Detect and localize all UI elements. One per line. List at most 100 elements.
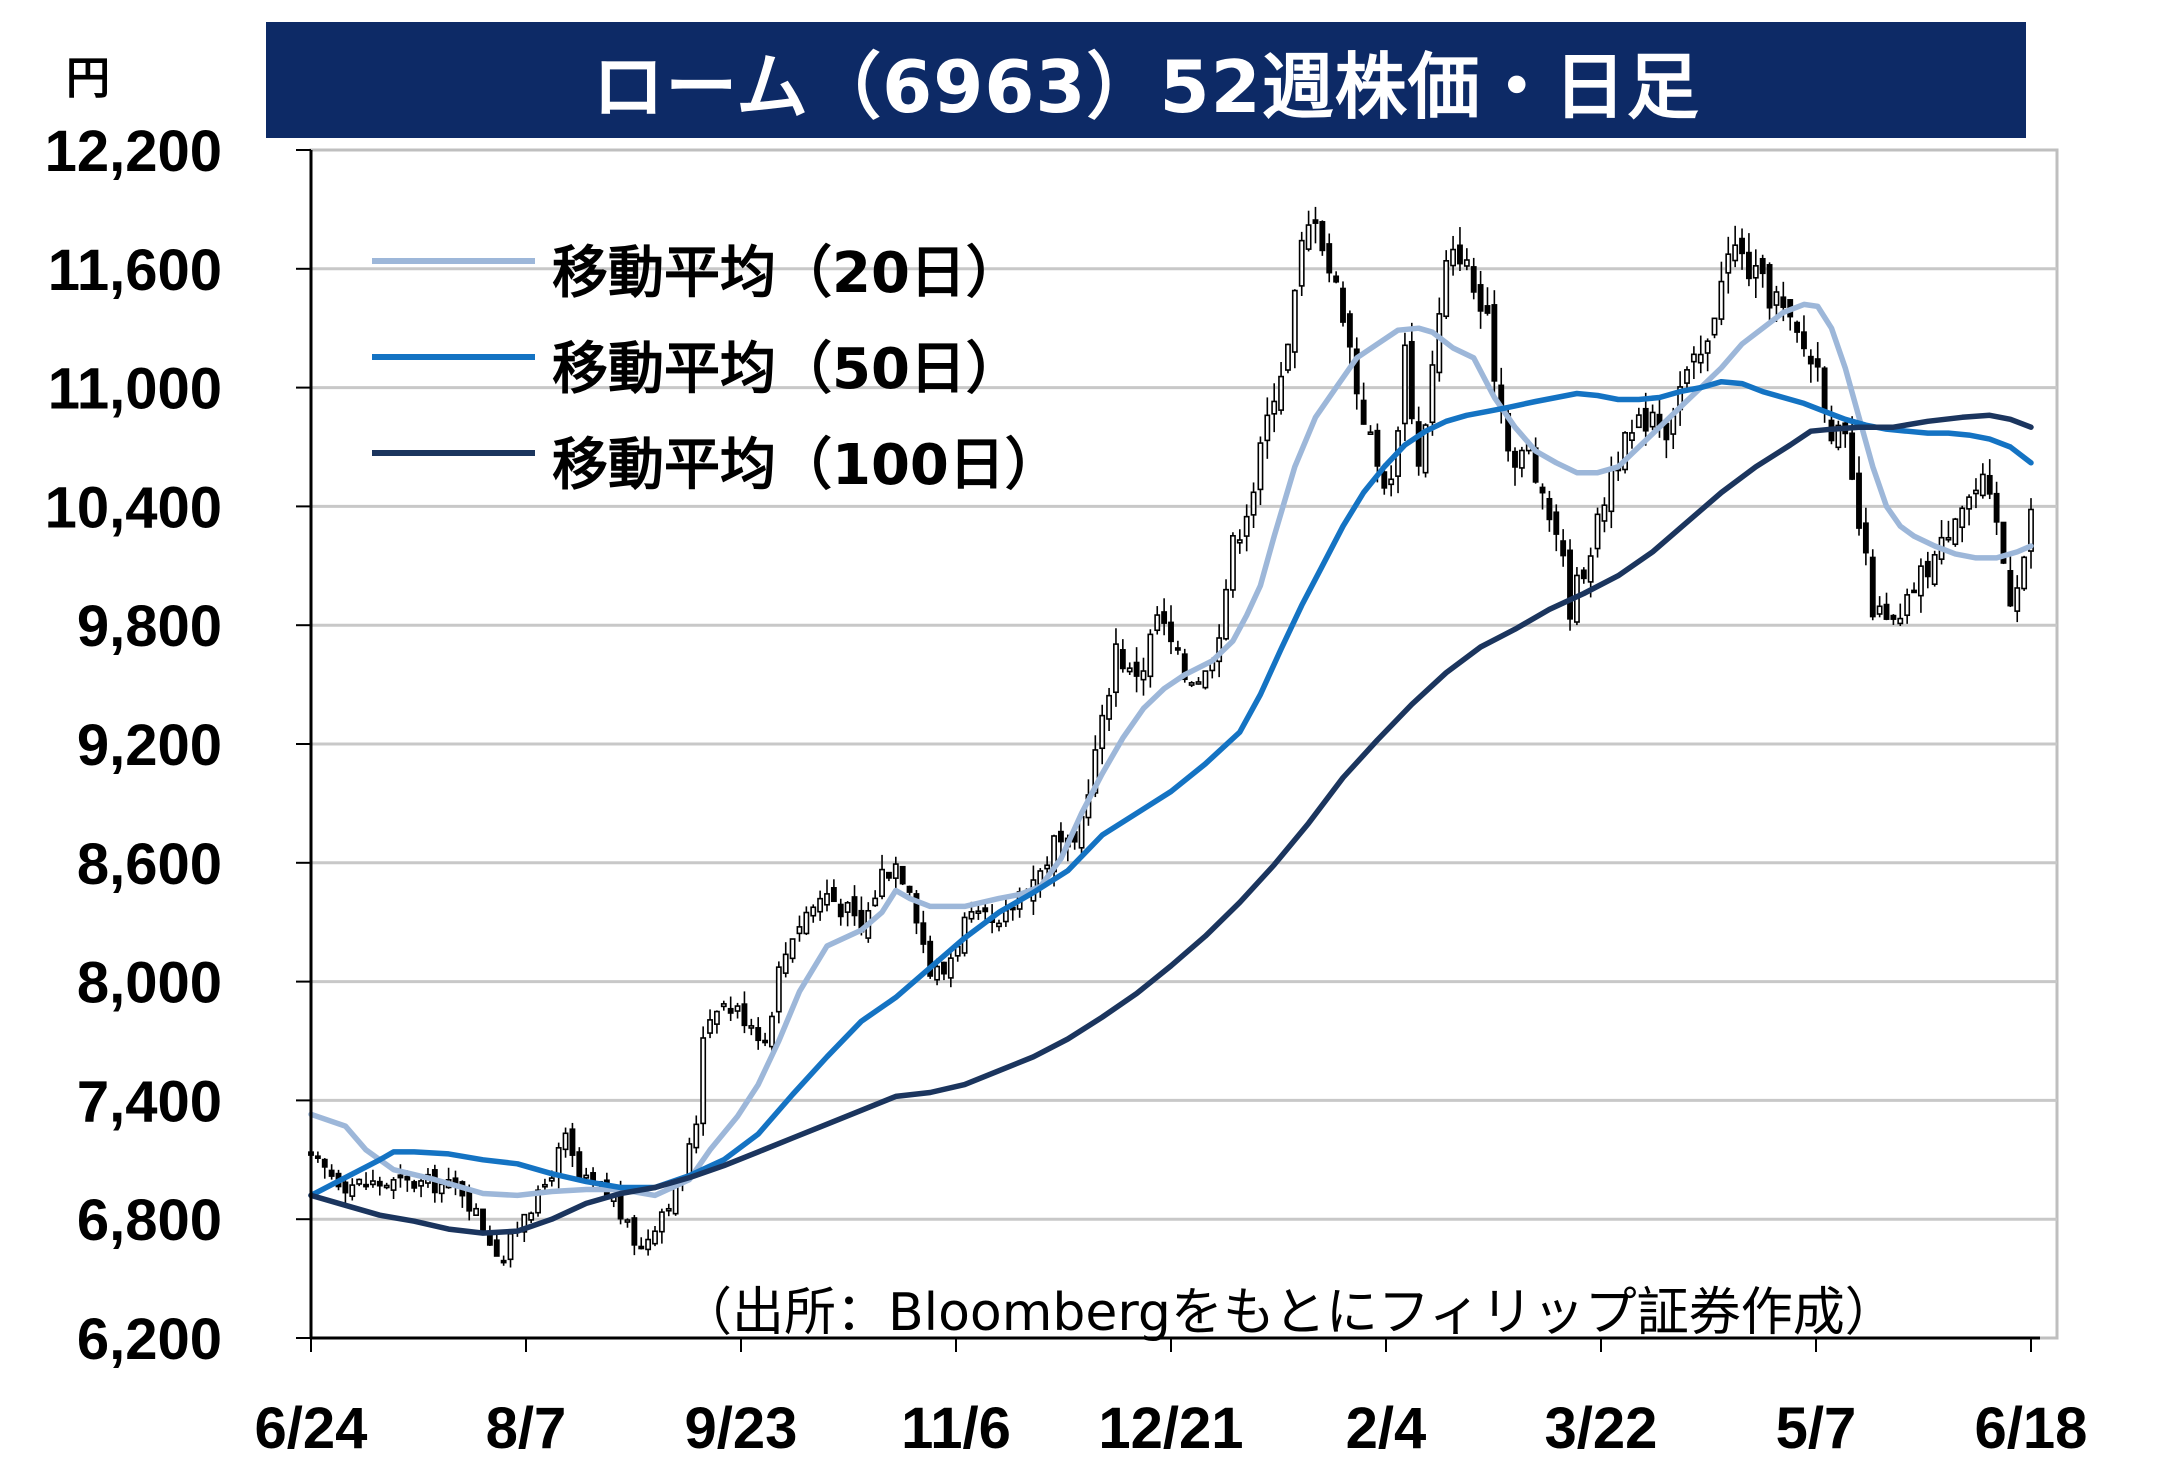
series-line-ma100 — [308, 412, 2034, 1236]
candle-body — [803, 911, 810, 935]
candle-body — [700, 1037, 707, 1125]
candle-body — [1979, 473, 1986, 497]
candle-body — [1869, 556, 1876, 618]
gridlines — [311, 267, 2057, 1221]
candle-body — [1732, 244, 1739, 262]
candle-body — [1801, 331, 1807, 350]
candle-body — [1684, 369, 1690, 384]
candle-body — [707, 1019, 713, 1034]
y-tick-label: 9,200 — [77, 713, 222, 778]
candle-body — [796, 926, 803, 935]
candle-body — [1415, 421, 1422, 467]
candle-body — [885, 871, 892, 879]
source-note: （出所：Bloombergをもとにフィリップ証券作成） — [680, 1283, 1897, 1343]
candle-body — [1236, 539, 1243, 544]
candle-body — [727, 1007, 734, 1014]
candle-body — [1649, 411, 1656, 428]
candle-body — [1766, 264, 1773, 309]
candle-body — [1567, 549, 1573, 620]
candle-body — [349, 1184, 356, 1197]
candle-body — [1739, 237, 1745, 255]
candle-body — [899, 865, 906, 885]
candle-body — [1168, 621, 1174, 643]
y-tick-label: 6,800 — [77, 1188, 222, 1253]
candle-body — [1752, 265, 1759, 279]
candle-body — [1697, 353, 1704, 364]
candle-body — [1181, 653, 1188, 681]
candle-body — [2014, 587, 2021, 612]
candle-body — [1821, 367, 1828, 413]
candle-body — [748, 1025, 755, 1029]
candle-body — [1374, 429, 1381, 467]
candle-body — [1539, 486, 1546, 494]
candle-body — [1856, 472, 1862, 529]
candle-body — [879, 868, 885, 898]
candle-body — [1044, 864, 1051, 870]
x-tick-label: 5/7 — [1776, 1396, 1857, 1461]
candle-body — [913, 893, 920, 924]
candle-body — [1285, 343, 1291, 371]
candle-body — [583, 1174, 590, 1179]
candle-body — [493, 1239, 500, 1257]
candle-body — [1745, 251, 1752, 280]
candle-body — [1229, 535, 1236, 591]
candle-body — [1890, 614, 1897, 620]
candle-body — [1704, 340, 1711, 354]
candle-body — [665, 1207, 672, 1212]
candle-body — [521, 1213, 528, 1233]
candle-body — [1794, 321, 1801, 333]
candle-body — [2000, 521, 2007, 564]
candle-body — [1195, 681, 1202, 685]
candle-body — [1931, 554, 1938, 586]
candle-body — [837, 903, 844, 918]
candle-body — [1553, 511, 1560, 535]
candle-body — [473, 1207, 480, 1216]
candle-body — [1099, 714, 1106, 750]
candle-body — [2021, 556, 2028, 590]
candle-body — [1126, 667, 1133, 673]
candle-body — [1271, 400, 1278, 415]
candle-body — [1278, 375, 1285, 411]
candle-body — [1264, 414, 1271, 442]
candle-body — [810, 906, 817, 917]
moving-average-lines — [308, 301, 2034, 1236]
candle-body — [1202, 670, 1209, 689]
candle-body — [541, 1183, 548, 1188]
candle-body — [1319, 221, 1326, 252]
candle-body — [1250, 491, 1257, 516]
candle-body — [1257, 442, 1264, 491]
y-tick-label: 6,200 — [77, 1307, 222, 1372]
candle-body — [1140, 670, 1147, 681]
y-tick-label: 10,400 — [45, 475, 222, 540]
candle-body — [418, 1180, 425, 1187]
candle-body — [769, 1015, 775, 1048]
candle-body — [1408, 340, 1415, 420]
candle-body — [397, 1174, 404, 1179]
candle-body — [1367, 431, 1374, 435]
candle-body — [872, 897, 879, 907]
candle-body — [1642, 407, 1649, 432]
candle-body — [1443, 260, 1450, 318]
candle-body — [1133, 661, 1140, 677]
candle-body — [1484, 305, 1491, 314]
candle-body — [1113, 643, 1119, 694]
candle-body — [328, 1169, 335, 1177]
legend-label-ma50: 移動平均（50日） — [552, 337, 1022, 402]
candle-body — [1587, 555, 1594, 583]
candle-body — [1973, 489, 1979, 495]
x-tick-label: 6/24 — [255, 1396, 368, 1461]
candle-body — [1759, 257, 1766, 275]
candle-body — [356, 1178, 363, 1185]
candle-body — [734, 1005, 741, 1012]
candle-body — [2007, 570, 2014, 607]
candle-body — [927, 940, 934, 977]
candle-body — [941, 961, 947, 975]
candle-body — [1470, 266, 1477, 293]
candle-body — [404, 1175, 411, 1181]
x-tick-label: 9/23 — [685, 1396, 798, 1461]
candle-body — [1298, 239, 1305, 287]
candle-body — [383, 1184, 390, 1189]
candle-body — [968, 911, 975, 920]
x-tick-label: 8/7 — [486, 1396, 567, 1461]
candle-body — [1883, 603, 1890, 620]
